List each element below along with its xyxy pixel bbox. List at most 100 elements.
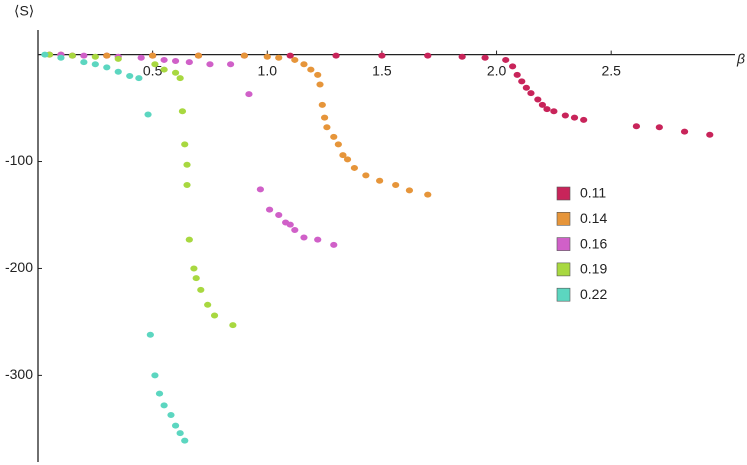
point	[68, 52, 76, 59]
point	[149, 52, 157, 59]
legend-swatch	[556, 212, 571, 226]
legend-swatch	[556, 237, 571, 251]
point	[513, 71, 521, 78]
point	[126, 72, 134, 79]
point	[103, 64, 111, 71]
point	[291, 56, 299, 63]
point	[204, 301, 212, 308]
point	[144, 111, 152, 118]
point	[114, 68, 122, 75]
point	[178, 108, 187, 115]
point	[307, 66, 315, 73]
point	[527, 90, 535, 97]
point	[481, 54, 489, 61]
point	[194, 52, 203, 59]
point	[378, 52, 386, 59]
point	[405, 187, 414, 194]
point	[171, 58, 180, 65]
point	[171, 422, 180, 429]
point	[197, 286, 205, 293]
point	[561, 112, 569, 119]
point	[80, 52, 88, 59]
point	[183, 161, 191, 168]
point	[57, 54, 65, 61]
point	[275, 54, 283, 61]
point	[518, 78, 526, 85]
y-axis-label: ⟨S⟩	[14, 3, 34, 19]
point	[314, 71, 322, 78]
legend-swatch	[556, 262, 571, 277]
point	[509, 63, 517, 70]
point	[91, 61, 99, 68]
legend-label: 0.11	[580, 185, 606, 201]
point	[171, 69, 180, 76]
point	[114, 55, 122, 62]
x-tick-label: 0.5	[143, 62, 163, 78]
point	[160, 402, 168, 409]
point	[135, 75, 143, 82]
point	[226, 61, 235, 68]
point	[275, 211, 283, 218]
point	[176, 75, 184, 82]
point	[314, 236, 322, 243]
x-tick-label: 1.0	[258, 62, 278, 78]
point	[543, 106, 551, 113]
point	[392, 182, 400, 189]
point	[160, 66, 168, 73]
point	[137, 54, 145, 61]
point	[323, 124, 331, 131]
y-tick-label: -100	[5, 152, 33, 168]
point	[103, 52, 111, 59]
point	[286, 221, 294, 228]
point	[206, 61, 214, 68]
point	[538, 101, 547, 108]
point	[316, 81, 324, 88]
x-axis-label: β	[736, 51, 745, 67]
legend-label: 0.19	[580, 261, 607, 277]
point	[300, 61, 308, 68]
point	[632, 123, 641, 130]
point	[240, 52, 248, 59]
point	[680, 128, 689, 135]
point	[424, 52, 432, 59]
point	[291, 226, 299, 233]
point	[181, 437, 189, 444]
point	[256, 186, 264, 193]
x-tick-label: 2.0	[487, 62, 507, 78]
point	[339, 152, 347, 159]
point	[210, 312, 219, 319]
point	[550, 108, 558, 115]
y-tick-label: -300	[5, 366, 33, 382]
legend-label: 0.22	[580, 286, 607, 302]
point	[343, 156, 352, 163]
point	[362, 172, 370, 179]
point	[146, 331, 154, 338]
point	[265, 206, 274, 213]
point	[502, 56, 510, 63]
point	[263, 53, 271, 60]
point	[424, 191, 432, 198]
point	[320, 114, 329, 121]
point	[229, 322, 237, 329]
point	[185, 236, 193, 243]
point	[80, 59, 88, 66]
legend-swatch	[556, 287, 571, 302]
point	[334, 141, 342, 148]
point	[192, 275, 200, 282]
y-tick-label: -200	[5, 259, 33, 275]
point	[155, 390, 164, 397]
point	[160, 56, 168, 63]
point	[183, 182, 191, 189]
point	[181, 141, 189, 148]
point	[350, 164, 359, 171]
point	[706, 131, 714, 138]
point	[151, 61, 159, 68]
point	[570, 114, 579, 121]
point	[376, 177, 384, 184]
point	[522, 84, 530, 91]
legend-label: 0.14	[580, 210, 607, 226]
point	[332, 52, 340, 59]
point	[318, 101, 326, 108]
point	[330, 241, 338, 248]
